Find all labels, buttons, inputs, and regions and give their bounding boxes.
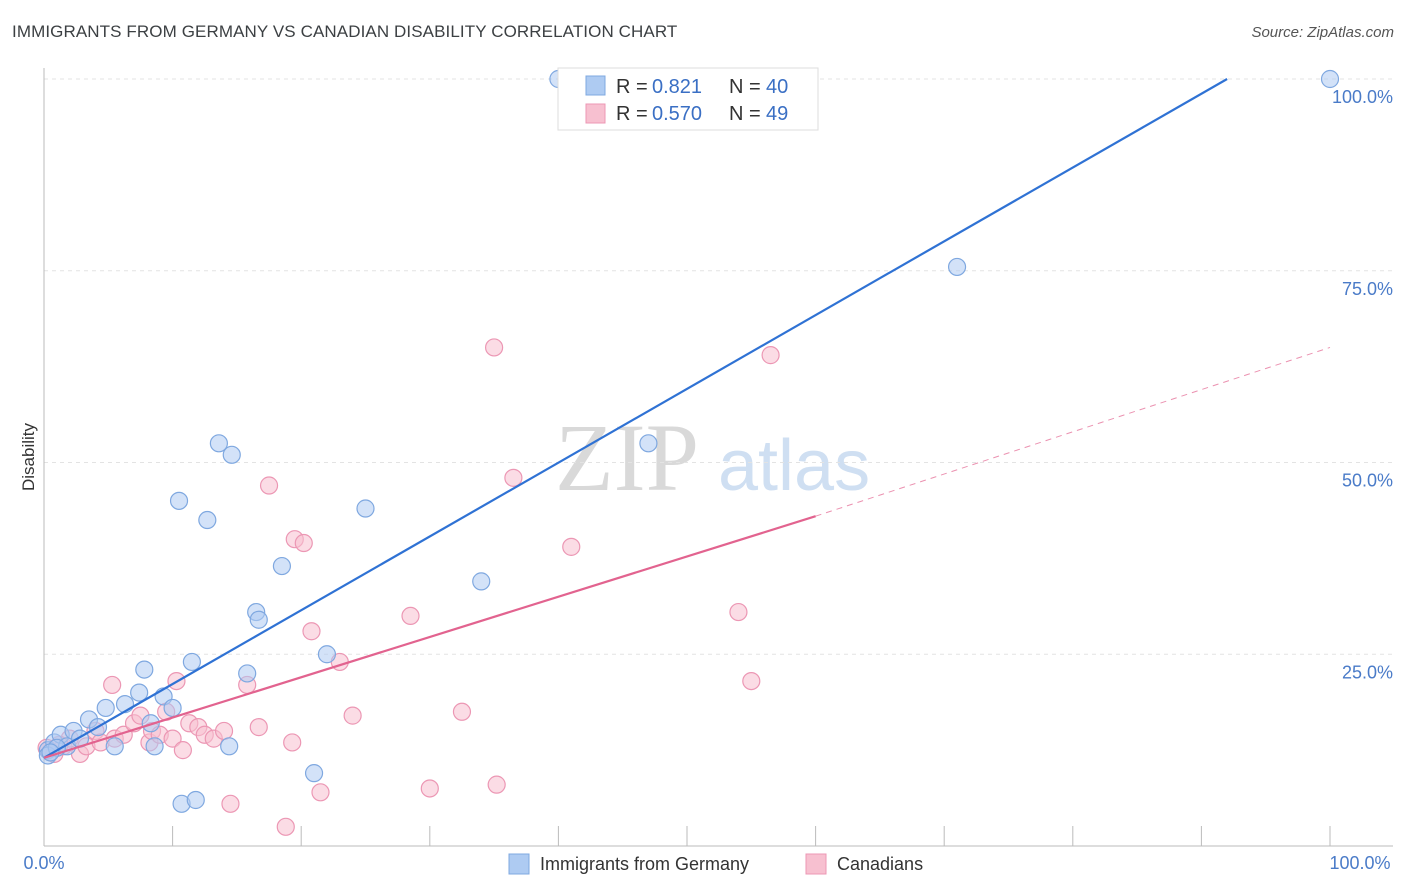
data-point [249, 718, 268, 737]
data-point [317, 645, 337, 664]
data-point [343, 706, 362, 725]
data-point [356, 499, 375, 518]
data-point [639, 434, 658, 453]
data-point [182, 652, 201, 672]
data-point [302, 622, 321, 641]
trend-line-immigrants [43, 78, 1228, 759]
data-point [420, 779, 439, 798]
y-tick-label: 25.0% [1342, 662, 1393, 682]
y-tick-labels: 25.0% 50.0% 75.0% 100.0% [1332, 87, 1393, 682]
data-point [311, 783, 330, 802]
data-point [401, 606, 420, 626]
data-point [173, 741, 192, 760]
data-point [214, 721, 234, 741]
legend-r-value-blue: 0.821 [652, 76, 702, 98]
data-point [272, 556, 292, 576]
data-point [259, 476, 279, 495]
legend-swatch-blue [585, 75, 606, 96]
watermark-atlas: atlas [718, 426, 870, 506]
data-point [186, 790, 205, 810]
data-point [145, 737, 164, 756]
legend-swatch-canadians [805, 853, 827, 875]
legend-r-label-pink: R = [616, 103, 648, 125]
legend-n-value-blue: 40 [766, 76, 788, 98]
data-point [729, 602, 748, 622]
legend-n-value-pink: 49 [766, 103, 788, 125]
data-point [135, 660, 154, 679]
x-tick-label-max: 100.0% [1329, 853, 1390, 873]
y-tick-label: 75.0% [1342, 279, 1393, 299]
legend-label-canadians: Canadians [837, 854, 923, 874]
watermark-zip: ZIP [555, 404, 699, 511]
source-attribution: Source: ZipAtlas.com [1251, 24, 1394, 41]
data-point [472, 572, 491, 591]
legend-swatch-pink [585, 103, 606, 124]
data-point [222, 445, 241, 464]
x-axis-ticks [43, 826, 1331, 846]
data-point [249, 610, 268, 629]
watermark: ZIP atlas [555, 404, 870, 511]
data-point [163, 729, 182, 748]
data-point [105, 737, 124, 756]
data-point [221, 794, 240, 813]
legend-n-label-pink: N = [729, 103, 761, 125]
legend-label-immigrants: Immigrants from Germany [540, 854, 749, 874]
data-point [487, 775, 506, 794]
data-point [198, 510, 217, 530]
data-point [276, 817, 295, 836]
legend-swatch-immigrants [508, 853, 530, 875]
data-point [947, 257, 967, 277]
data-point [562, 537, 581, 556]
data-point [283, 733, 302, 752]
trend-lines [43, 78, 1331, 759]
y-tick-label: 100.0% [1332, 87, 1393, 107]
legend-n-label-blue: N = [729, 76, 761, 98]
gridlines [44, 78, 1393, 655]
legend-r-value-pink: 0.570 [652, 103, 702, 125]
data-point [238, 664, 257, 683]
data-point [209, 434, 228, 453]
data-point [96, 698, 115, 718]
data-point [103, 675, 122, 695]
x-tick-label-min: 0.0% [23, 853, 64, 873]
y-tick-label: 50.0% [1342, 471, 1393, 491]
data-point [163, 698, 182, 718]
legend-r-label-blue: R = [616, 76, 648, 98]
series-legend: Immigrants from Germany Canadians [508, 853, 923, 875]
data-point [294, 533, 313, 553]
y-axis-title: Disability [19, 422, 38, 491]
data-point [220, 737, 239, 756]
chart-title: IMMIGRANTS FROM GERMANY VS CANADIAN DISA… [12, 22, 678, 41]
data-point [169, 491, 189, 510]
data-point [1320, 69, 1340, 89]
data-point [452, 702, 472, 721]
data-point [130, 683, 149, 702]
correlation-legend: R = 0.821 N = 40 R = 0.570 N = 49 [557, 67, 819, 131]
data-point [485, 338, 504, 357]
data-point [304, 764, 324, 783]
data-point [761, 346, 780, 365]
trend-line-canadians-extrapolated [815, 346, 1331, 517]
trend-line-canadians [43, 515, 816, 759]
data-point [742, 671, 761, 691]
data-point [504, 468, 523, 487]
